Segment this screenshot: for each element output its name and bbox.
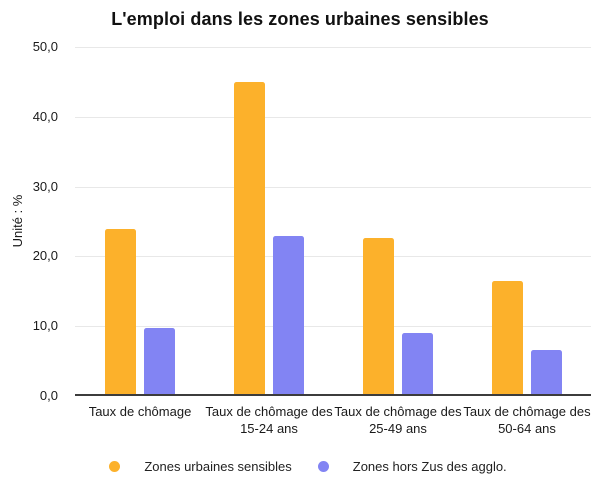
y-tick-label: 20,0 xyxy=(32,248,58,263)
bar-zones-urbaines-sensibles-0 xyxy=(105,228,136,396)
x-category-label-line: 15-24 ans xyxy=(240,421,298,436)
bar-zones-urbaines-sensibles-2 xyxy=(363,238,394,396)
plot-area: Unité : % 0,0 10,0 20,0 30,0 40,0 50,0 Taux de… xyxy=(10,39,591,436)
x-category-label-line: 50-64 ans xyxy=(498,421,556,436)
legend-dot-icon xyxy=(109,460,121,472)
x-category-label-line: 25-49 ans xyxy=(369,421,427,436)
legend-item-zones-hors-zus-des-agglo: Zones hors Zus des agglo. xyxy=(317,458,507,474)
x-category-label-line: Taux de chômage xyxy=(88,404,192,419)
x-category-label: Taux de chômage des 50-64 ans xyxy=(452,403,600,437)
y-tick-label: 50,0 xyxy=(32,39,58,54)
y-tick-label: 10,0 xyxy=(32,318,58,333)
x-category-label-line: Taux de chômage des xyxy=(463,404,591,419)
y-tick-label: 0,0 xyxy=(39,388,58,403)
bar-zones-hors-zus-des-agglo-0 xyxy=(144,327,175,396)
bar-zones-hors-zus-des-agglo-3 xyxy=(531,349,562,396)
legend-label: Zones hors Zus des agglo. xyxy=(352,458,507,474)
bar-zones-hors-zus-des-agglo-1 xyxy=(273,235,304,396)
bar-zones-hors-zus-des-agglo-2 xyxy=(402,333,433,396)
x-axis-line xyxy=(75,394,591,396)
gridline xyxy=(75,256,591,257)
legend: Zones urbaines sensibles Zones hors Zus d… xyxy=(16,458,600,474)
bar-zones-urbaines-sensibles-1 xyxy=(234,81,265,396)
x-category-label-line: Taux de chômage des xyxy=(205,404,333,419)
gridline xyxy=(75,187,591,188)
legend-item-zones-urbaines-sensibles: Zones urbaines sensibles xyxy=(109,458,292,474)
gridline xyxy=(75,117,591,118)
y-tick-label: 40,0 xyxy=(32,109,58,124)
gridline xyxy=(75,326,591,327)
y-tick-label: 30,0 xyxy=(32,179,58,194)
x-category-label: Taux de chômage des 15-24 ans xyxy=(194,403,344,437)
legend-dot-icon xyxy=(317,460,329,472)
x-category-label: Taux de chômage des 25-49 ans xyxy=(323,403,473,437)
x-category-label-line: Taux de chômage des xyxy=(334,404,462,419)
chart-title: L'emploi dans les zones urbaines sensibl… xyxy=(111,9,489,29)
gridline xyxy=(75,47,591,48)
bar-zones-urbaines-sensibles-3 xyxy=(492,280,523,396)
legend-label: Zones urbaines sensibles xyxy=(144,458,292,474)
x-category-label: Taux de chômage xyxy=(65,403,215,420)
